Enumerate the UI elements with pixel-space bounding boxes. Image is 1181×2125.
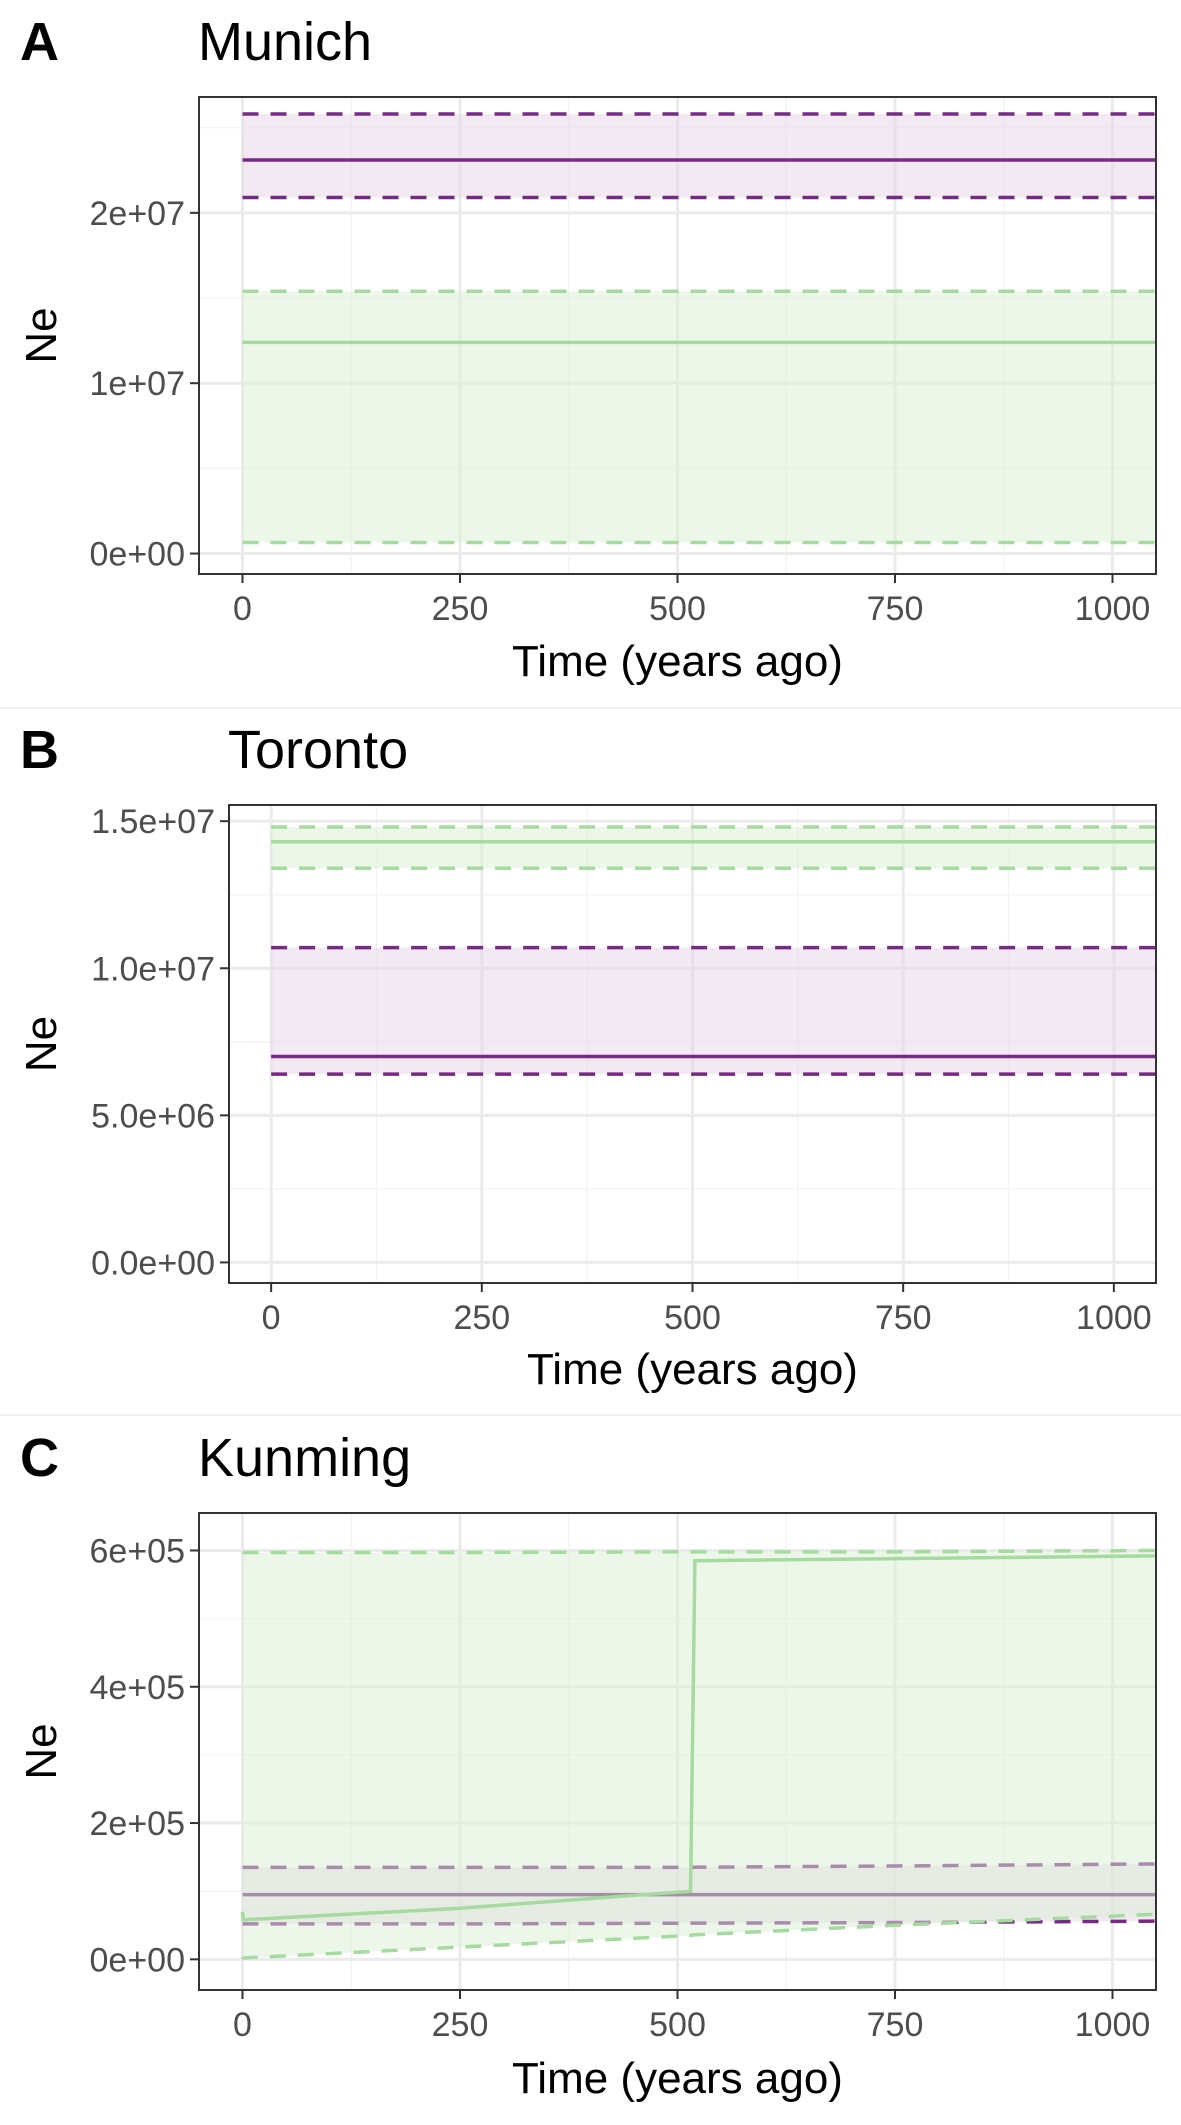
x-tick-label: 750: [867, 2006, 924, 2044]
series-green-ci-band: [271, 827, 1156, 869]
y-tick-label: 1e+07: [90, 365, 186, 403]
y-axis-title: Ne: [17, 307, 66, 363]
x-tick-label: 500: [649, 2006, 706, 2044]
series-green-median: [240, 1554, 1156, 1922]
x-tick-label: 0: [233, 590, 252, 628]
x-tick-label: 750: [875, 1299, 932, 1337]
panel-title: Toronto: [228, 720, 408, 780]
x-axis-title: Time (years ago): [512, 637, 843, 686]
series-purple-ci-band: [242, 114, 1156, 198]
plot-area: [229, 805, 1156, 1283]
y-tick-label: 2e+05: [90, 1805, 186, 1843]
x-tick-label: 500: [649, 590, 706, 628]
series-green-ci-band: [242, 291, 1156, 543]
panel-title: Munich: [198, 12, 372, 72]
x-tick-label: 500: [664, 1299, 721, 1337]
x-tick-label: 0: [233, 2006, 252, 2044]
y-axis-title: Ne: [17, 1016, 66, 1072]
series-green-upper-bound: [242, 1548, 1156, 1555]
panel-letter: A: [20, 12, 59, 72]
x-tick-label: 1000: [1075, 590, 1151, 628]
x-axis-title: Time (years ago): [527, 1345, 858, 1394]
series-green-lower-bound: [241, 1912, 1156, 1961]
x-tick-label: 750: [867, 590, 924, 628]
series-purple-ci-band: [271, 947, 1156, 1075]
y-tick-label: 4e+05: [90, 1669, 186, 1707]
y-tick-label: 0.0e+00: [91, 1244, 215, 1282]
series-green-ci-band: [242, 1550, 1156, 1960]
plot-area: [199, 1513, 1156, 1990]
x-tick-label: 250: [432, 590, 489, 628]
plot-area: [199, 97, 1156, 574]
y-axis-title: Ne: [17, 1723, 66, 1779]
panel-title: Kunming: [198, 1428, 411, 1488]
y-tick-label: 0e+00: [90, 536, 186, 574]
y-tick-label: 1.5e+07: [91, 803, 215, 841]
x-axis-title: Time (years ago): [512, 2054, 843, 2103]
x-tick-label: 250: [453, 1299, 510, 1337]
x-tick-label: 1000: [1075, 2006, 1151, 2044]
panel-letter: C: [20, 1428, 59, 1488]
y-tick-label: 0e+00: [90, 1941, 186, 1979]
y-tick-label: 2e+07: [90, 195, 186, 233]
x-tick-label: 1000: [1076, 1299, 1152, 1337]
panel-letter: B: [20, 720, 59, 780]
x-tick-label: 250: [432, 2006, 489, 2044]
y-tick-label: 1.0e+07: [91, 950, 215, 988]
y-tick-label: 5.0e+06: [91, 1097, 215, 1135]
x-tick-label: 0: [262, 1299, 281, 1337]
y-tick-label: 6e+05: [90, 1532, 186, 1570]
